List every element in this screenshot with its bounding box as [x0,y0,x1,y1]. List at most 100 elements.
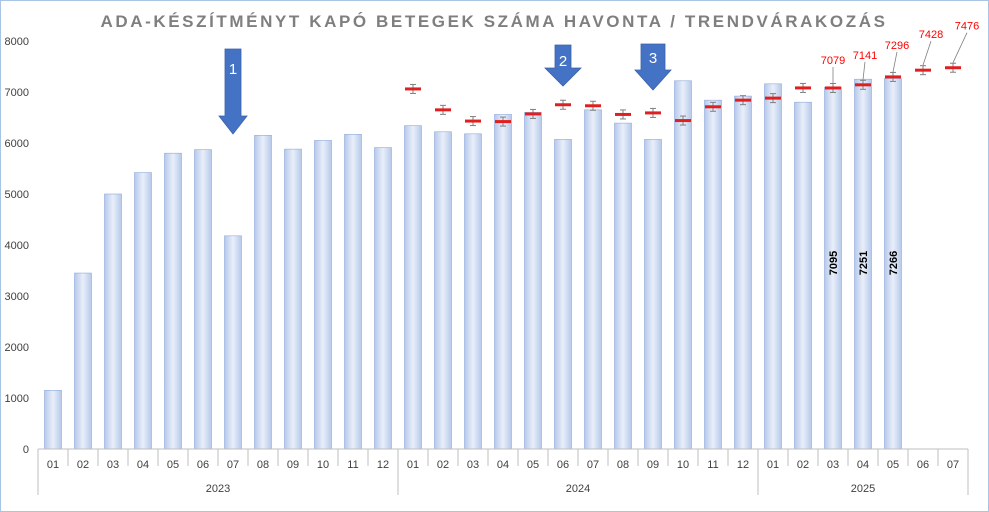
x-tick-label: 05 [887,459,899,471]
bar [524,112,542,450]
bar [314,140,332,450]
trend-marker [945,62,961,73]
trend-marker [705,101,721,112]
y-tick-label: 2000 [5,342,29,354]
x-tick-label: 02 [797,459,809,471]
x-tick-label: 05 [527,459,539,471]
x-tick-label: 04 [137,459,149,471]
x-tick-label: 02 [437,459,449,471]
x-axis: 01 02 03 04 05 06 07 08 09 10 11 12 01 02 03 04 05 06 07 08… [37,448,969,495]
x-tick-label: 03 [827,459,839,471]
trend-marker [825,82,841,93]
bar [74,272,92,450]
bar [194,149,212,450]
trend-marker [525,108,541,119]
trend-marker [885,71,901,82]
year-label: 2025 [851,483,875,495]
y-tick-label: 1000 [5,393,29,405]
x-tick-label: 10 [677,459,689,471]
bar [224,235,242,450]
trend-marker [585,100,601,111]
bar-value-label: 7251 [858,251,870,275]
trend-marker [765,93,781,104]
year-label: 2024 [566,483,590,495]
annotation-label: 1 [229,61,237,78]
bar [704,99,722,450]
x-tick-label: 12 [377,459,389,471]
bar [674,80,692,450]
bar [134,172,152,450]
trend-value-label: 7476 [955,21,979,33]
x-tick-label: 05 [167,459,179,471]
x-tick-label: 01 [47,459,59,471]
bar [554,139,572,450]
x-tick-label: 04 [857,459,869,471]
y-tick-label: 7000 [5,87,29,99]
x-tick-label: 06 [197,459,209,471]
trend-marker [675,115,691,126]
y-tick-label: 4000 [5,240,29,252]
bar [794,101,812,450]
bar [464,133,482,450]
trend-value-label: 7296 [885,40,909,52]
trend-marker [915,65,931,76]
label-leader [892,51,898,72]
y-tick-label: 0 [23,444,29,456]
arrow-down-icon [634,43,672,91]
annotations: 1 2 3 [218,43,672,135]
trend-value-label: 7141 [853,50,877,62]
trend-marker [495,116,511,127]
bar [164,152,182,450]
trend-marker [645,107,661,118]
bar-value-label: 7266 [888,251,900,275]
bar [404,125,422,450]
trend-marker [855,79,871,90]
x-tick-label: 08 [617,459,629,471]
x-tick-label: 07 [947,459,959,471]
x-tick-label: 11 [347,459,358,471]
bar [284,148,302,450]
x-tick-label: 10 [317,459,329,471]
y-tick-label: 6000 [5,138,29,150]
bar [254,135,272,450]
year-label: 2023 [206,483,230,495]
annotation-arrow-2: 2 [544,44,582,87]
x-tick-label: 02 [77,459,89,471]
x-tick-label: 12 [737,459,749,471]
annotation-label: 2 [559,53,567,70]
x-tick-label: 09 [287,459,299,471]
x-tick-label: 07 [587,459,599,471]
annotation-label: 3 [649,50,657,67]
bar [434,131,452,450]
label-leader [922,41,932,66]
x-tick-label: 08 [257,459,269,471]
x-tick-label: 09 [647,459,659,471]
bar [584,109,602,450]
trend-value-label: 7079 [821,55,845,67]
x-tick-label: 01 [767,459,779,471]
bar [644,139,662,450]
bar [44,390,62,450]
trend-marker [465,116,481,127]
y-tick-label: 3000 [5,291,29,303]
bar-series [44,78,902,450]
trend-series [405,62,961,127]
chart-title: ADA-KÉSZÍTMÉNYT KAPÓ BETEGEK SZÁMA HAVON… [100,12,887,31]
trend-value-label: 7428 [919,29,943,41]
bar [374,147,392,450]
trend-marker [735,95,751,106]
arrow-down-icon [218,48,248,135]
y-axis: 0 1000 2000 3000 4000 5000 6000 7000 8000 [5,36,29,456]
arrow-down-icon [544,44,582,87]
x-tick-label: 06 [917,459,929,471]
bar [734,95,752,450]
y-tick-label: 5000 [5,189,29,201]
bar [344,134,362,450]
label-leader [862,61,866,80]
x-tick-label: 06 [557,459,569,471]
trend-marker [405,83,421,94]
bar [764,83,782,450]
data-labels: 7079 7141 7296 7428 7476 7095 7251 7266 [821,21,979,276]
bar [494,114,512,450]
